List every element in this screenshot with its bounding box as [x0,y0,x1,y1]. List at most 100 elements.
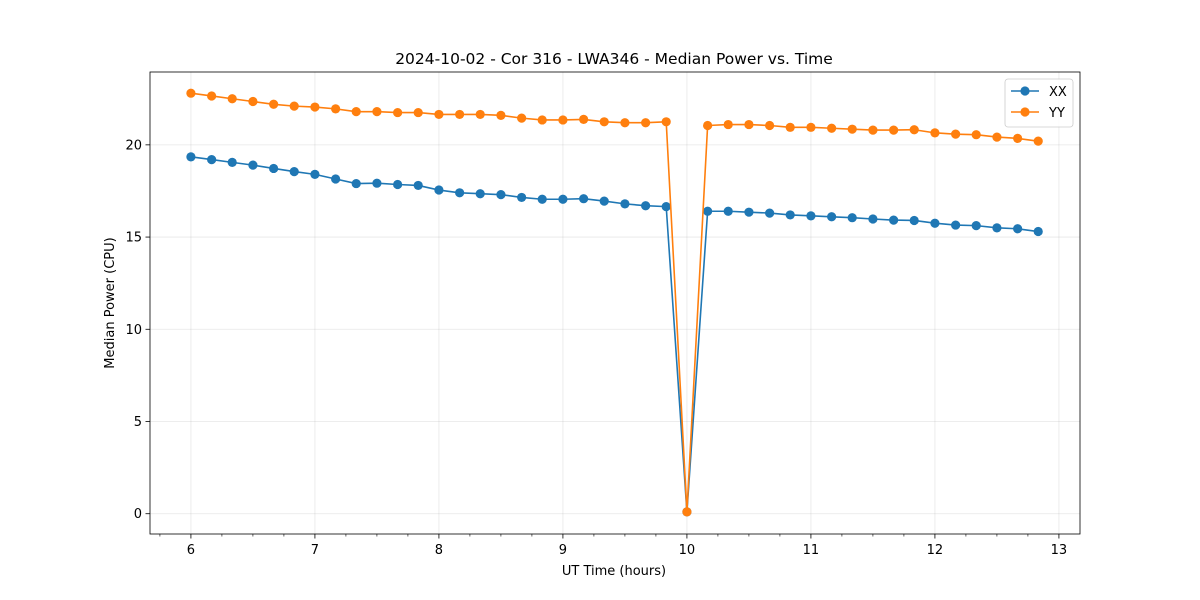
data-point-yy [951,129,961,139]
series-layer [186,88,1043,517]
data-point-yy [723,119,733,130]
data-point-yy [765,120,775,131]
legend-marker-xx [1020,86,1030,96]
data-point-yy [455,109,465,120]
data-point-xx [207,155,217,165]
data-point-yy [413,107,423,118]
data-point-yy [744,119,754,130]
data-point-xx [765,208,775,218]
data-point-xx [599,196,609,206]
data-point-xx [455,188,465,198]
data-point-yy [703,120,713,131]
data-point-yy [269,99,279,109]
data-point-xx [847,213,857,223]
data-point-yy [227,94,237,104]
x-tick-label: 6 [187,543,195,558]
data-point-xx [351,178,361,189]
data-point-yy [289,101,299,111]
data-point-xx [496,190,506,200]
data-point-xx [827,212,837,222]
data-point-yy [806,122,816,132]
data-point-xx [930,218,940,228]
data-point-yy [620,118,630,128]
data-point-yy [868,125,878,135]
data-point-xx [1013,224,1023,234]
data-point-yy [847,124,857,134]
data-point-xx [579,194,589,204]
data-point-xx [186,152,196,162]
x-tick-label: 12 [927,543,944,558]
data-point-xx [269,163,279,174]
y-axis-label: Median Power (CPU) [103,237,118,368]
data-point-yy [971,130,981,140]
data-point-xx [537,194,547,204]
data-point-yy [186,88,196,98]
data-point-xx [434,185,444,195]
x-tick-label: 13 [1051,543,1068,558]
plot-frame [149,71,1081,535]
data-point-yy [599,117,609,127]
data-point-yy [682,507,692,517]
data-point-xx [227,157,237,167]
data-point-yy [434,109,444,120]
data-point-xx [971,221,981,231]
y-tick-label: 0 [134,507,142,522]
data-point-yy [496,110,506,120]
data-point-yy [641,118,651,128]
axes-layer: 6 7 8 9 10 11 12 13 0 5 10 15 20 [125,71,1081,558]
data-point-yy [537,115,547,125]
y-tick-label: 15 [125,231,142,246]
data-point-xx [372,178,382,188]
data-point-yy [207,91,217,101]
data-point-xx [517,192,527,203]
data-point-xx [951,220,961,230]
data-point-yy [475,109,485,120]
data-point-yy [889,125,899,135]
data-point-yy [1033,136,1043,146]
data-point-xx [248,160,258,170]
data-point-xx [475,189,485,199]
data-point-yy [310,102,320,112]
series-line-yy [190,92,1039,513]
data-point-yy [579,114,589,124]
legend-label-xx: XX [1049,85,1067,100]
x-tick-label: 9 [559,543,567,558]
data-point-yy [1013,133,1023,143]
x-tick-label: 7 [311,543,319,558]
chart-title: 2024-10-02 - Cor 316 - LWA346 - Median P… [395,50,833,68]
data-point-xx [723,206,733,216]
data-point-yy [558,115,568,125]
legend: XX YY [1004,78,1074,128]
legend-marker-yy [1020,107,1030,117]
data-point-xx [868,214,878,224]
data-point-xx [289,166,299,177]
x-tick-label: 11 [803,543,820,558]
data-point-yy [661,117,671,127]
y-tick-label: 5 [134,415,142,430]
y-tick-label: 20 [125,138,142,153]
y-tick-label: 10 [125,323,142,338]
grid-layer [150,72,1080,534]
data-point-xx [1033,226,1043,237]
data-point-yy [517,113,527,123]
data-point-yy [351,107,361,117]
data-point-xx [785,210,795,220]
data-point-yy [393,107,403,118]
data-point-xx [331,174,341,184]
data-point-yy [248,96,258,107]
data-point-xx [413,180,423,191]
data-point-xx [909,215,919,226]
data-point-yy [372,107,382,117]
data-point-yy [785,122,795,132]
data-point-xx [393,179,403,190]
legend-label-yy: YY [1048,106,1065,121]
data-point-xx [641,201,651,211]
data-point-yy [992,132,1002,142]
series-line-xx [190,156,1039,513]
x-tick-label: 10 [679,543,696,558]
data-point-xx [992,223,1002,233]
data-point-xx [558,194,568,204]
data-point-xx [744,207,754,217]
